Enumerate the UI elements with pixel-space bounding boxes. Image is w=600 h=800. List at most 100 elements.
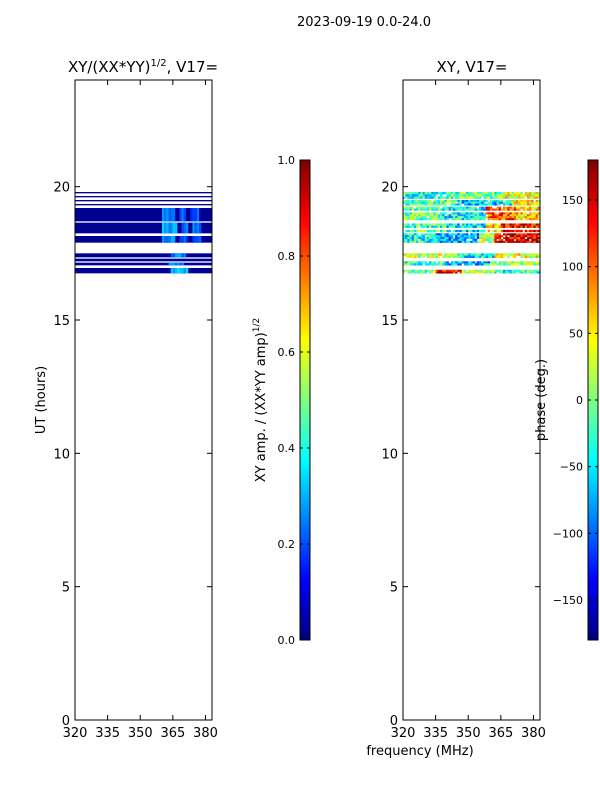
phase-cell-0 <box>403 271 406 274</box>
phase-cell-5 <box>429 216 432 219</box>
phase-cell-3 <box>403 233 406 236</box>
phase-cell-7 <box>507 192 510 195</box>
phase-cell-6 <box>450 200 454 202</box>
phase-cell-4 <box>461 229 465 233</box>
phase-cell-5 <box>437 214 441 217</box>
phase-cell-3 <box>531 237 534 240</box>
phase-cell-5 <box>507 216 510 219</box>
phase-cell-3 <box>444 237 447 240</box>
phase-cell-7 <box>479 192 482 195</box>
phase-cell-0 <box>529 269 532 272</box>
phase-cell-5 <box>487 214 491 217</box>
phase-cell-6 <box>509 200 512 202</box>
phase-cell-4 <box>500 223 504 226</box>
phase-cell-3 <box>472 233 475 236</box>
phase-cell-5 <box>498 206 502 209</box>
phase-cell-0 <box>435 271 438 274</box>
phase-cell-7 <box>485 194 489 197</box>
phase-cell-1 <box>529 261 532 264</box>
phase-cell-3 <box>485 237 489 240</box>
phase-cell-2 <box>420 253 423 256</box>
phase-cell-7 <box>513 192 517 195</box>
phase-cell-7 <box>431 192 434 195</box>
amp-cell-4-1 <box>179 236 182 243</box>
phase-cell-6 <box>416 201 419 204</box>
phase-cell-0 <box>403 269 406 272</box>
phase-cell-3 <box>503 237 506 240</box>
phase-cell-6 <box>468 201 471 204</box>
phase-cell-0 <box>426 269 430 272</box>
phase-cell-5 <box>448 214 452 217</box>
phase-cell-1 <box>498 263 502 266</box>
phase-cell-4 <box>520 223 523 226</box>
phase-cell-0 <box>439 269 443 272</box>
phase-cell-3 <box>405 240 408 243</box>
phase-cell-4 <box>411 225 415 228</box>
phase-cell-3 <box>474 238 478 241</box>
phase-cell-3 <box>524 238 528 241</box>
phase-cell-6 <box>405 203 408 206</box>
phase-cell-4 <box>450 225 454 228</box>
phase-cell-0 <box>446 271 449 274</box>
phase-cell-3 <box>487 238 491 241</box>
phase-cell-7 <box>529 196 532 199</box>
phase-cell-3 <box>513 235 517 238</box>
phase-cell-5 <box>411 206 415 209</box>
amp-cell-6-0 <box>170 208 174 222</box>
phase-cell-6 <box>526 201 530 204</box>
phase-cell-5 <box>505 218 508 221</box>
phase-cell-4 <box>461 225 465 228</box>
phase-cell-7 <box>513 196 517 199</box>
phase-cell-1 <box>442 261 445 264</box>
phase-cell-3 <box>455 235 458 238</box>
phase-cell-0 <box>448 269 452 272</box>
phase-cell-7 <box>435 194 438 197</box>
phase-cell-7 <box>457 196 460 199</box>
phase-cell-5 <box>476 216 480 219</box>
phase-cell-1 <box>496 263 499 266</box>
phase-cell-0 <box>533 269 536 272</box>
phase-cell-5 <box>420 206 423 209</box>
phase-cell-5 <box>444 218 447 221</box>
phase-cell-6 <box>429 200 432 202</box>
phase-cell-5 <box>505 214 508 217</box>
phase-cell-4 <box>457 223 460 226</box>
phase-cell-0 <box>513 271 517 274</box>
phase-cell-4 <box>424 229 428 233</box>
amp-cell-5-2 <box>194 222 197 234</box>
phase-cell-7 <box>479 196 482 199</box>
phase-cell-5 <box>479 208 482 211</box>
phase-cell-7 <box>535 196 539 199</box>
phase-cell-2 <box>439 253 443 256</box>
phase-cell-3 <box>509 237 512 240</box>
phase-cell-6 <box>457 201 460 204</box>
phase-cell-3 <box>500 240 504 243</box>
phase-cell-0 <box>407 271 410 274</box>
phase-cell-7 <box>448 196 452 199</box>
phase-cell-7 <box>470 196 473 199</box>
phase-cell-1 <box>498 261 502 264</box>
phase-cell-0 <box>479 269 482 272</box>
phase-cell-1 <box>431 261 434 264</box>
phase-cell-7 <box>431 194 434 197</box>
phase-cell-0 <box>476 269 480 272</box>
phase-cell-0 <box>413 271 417 274</box>
phase-cell-5 <box>450 208 454 211</box>
phase-cell-5 <box>442 216 445 219</box>
phase-cell-5 <box>474 218 478 221</box>
phase-cell-3 <box>442 235 445 238</box>
phase-cell-7 <box>498 196 502 199</box>
phase-cell-3 <box>442 233 445 236</box>
phase-cell-4 <box>459 229 462 233</box>
phase-cell-6 <box>513 203 517 206</box>
phase-cell-7 <box>503 192 506 195</box>
phase-cell-3 <box>411 233 415 236</box>
phase-cell-6 <box>426 203 430 206</box>
phase-cell-6 <box>537 201 541 204</box>
phase-cell-3 <box>516 238 519 241</box>
phase-cell-5 <box>403 208 406 211</box>
phase-cell-5 <box>442 218 445 221</box>
phase-cell-5 <box>420 208 423 211</box>
phase-cell-7 <box>526 194 530 197</box>
amp-cell-5-0 <box>168 222 171 234</box>
